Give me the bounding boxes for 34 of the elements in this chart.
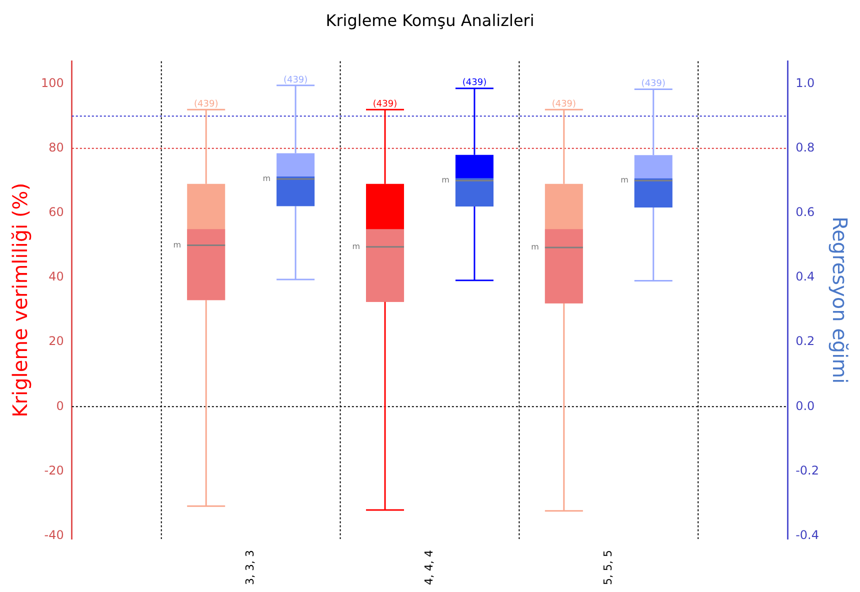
y2-tick-label: 0.4 bbox=[796, 270, 815, 284]
annotation: m bbox=[620, 176, 629, 185]
annotation: m bbox=[352, 242, 360, 251]
y2-tick-label: 0.6 bbox=[796, 205, 815, 220]
y-tick-label: 60 bbox=[48, 205, 64, 220]
text: (439) bbox=[552, 99, 576, 110]
x-tick-label: 5, 5, 5 bbox=[602, 550, 615, 585]
annotation: m bbox=[262, 174, 271, 184]
text: (439) bbox=[462, 78, 487, 88]
text: (439) bbox=[283, 75, 308, 86]
x-tick-label: 4, 4, 4 bbox=[422, 550, 436, 585]
y2-tick-label: -0.4 bbox=[796, 528, 820, 542]
y-axis-title: Krigleme verimliliği (%) bbox=[8, 182, 32, 418]
y-tick-label: 40 bbox=[48, 270, 64, 284]
annotation: m bbox=[442, 176, 450, 185]
y2-tick-label: 0.0 bbox=[796, 398, 815, 413]
y2-axis-title: Regresyon eğimi bbox=[828, 216, 852, 384]
y-tick-label: 80 bbox=[48, 140, 64, 154]
y2-tick-label: -0.2 bbox=[796, 463, 820, 478]
y2-tick-label: 0.2 bbox=[796, 334, 815, 348]
y2-tick-label: 1.0 bbox=[796, 76, 815, 90]
text: (439) bbox=[194, 99, 218, 110]
text: (439) bbox=[641, 79, 666, 90]
y2-tick-label: 0.8 bbox=[796, 140, 815, 154]
y-tick-label: 20 bbox=[48, 334, 64, 348]
x-tick-label: 3, 3, 3 bbox=[244, 550, 257, 585]
annotation: m bbox=[173, 240, 182, 250]
y-tick-label: 100 bbox=[41, 76, 64, 90]
y-tick-label: -40 bbox=[44, 528, 64, 542]
y-tick-label: 0 bbox=[56, 398, 64, 413]
y-tick-label: -20 bbox=[44, 463, 64, 478]
text: (439) bbox=[372, 99, 398, 110]
annotation: m bbox=[531, 242, 540, 252]
chart-title: Krigleme Komşu Analizleri bbox=[326, 10, 534, 30]
